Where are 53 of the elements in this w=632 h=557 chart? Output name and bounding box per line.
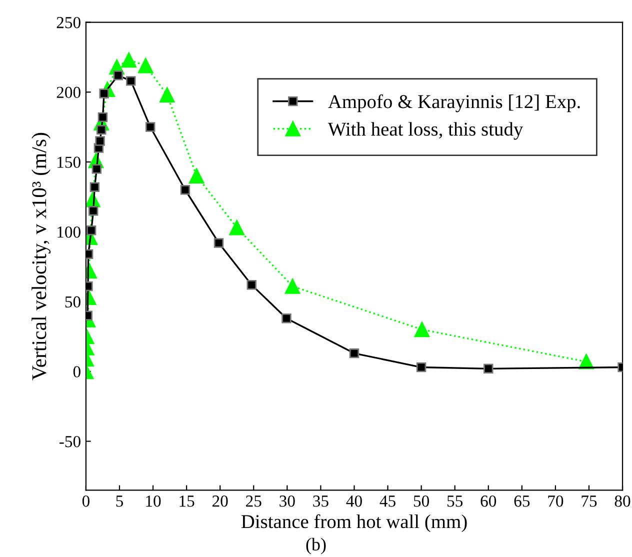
y-tick-label: 150: [58, 156, 80, 168]
x-tick-label: 70: [548, 496, 564, 507]
x-tick-label: 40: [346, 496, 362, 507]
legend-label: With heat loss, this study: [328, 122, 524, 140]
x-tick-label: 55: [447, 496, 463, 507]
point: [484, 364, 494, 374]
point: [214, 238, 224, 248]
point: [282, 314, 292, 324]
y-tick-label: 200: [56, 86, 80, 98]
point: [86, 226, 96, 236]
point: [145, 122, 156, 132]
point: [92, 164, 102, 174]
point: [188, 168, 204, 184]
point: [113, 70, 124, 80]
point: [229, 220, 244, 236]
point: [414, 322, 430, 338]
x-tick-label: 15: [180, 496, 194, 507]
text: (b): [306, 538, 326, 554]
point: [246, 280, 256, 290]
x-axis-title: Distance from hot wall (mm): [241, 514, 467, 532]
x-tick-label: 30: [280, 496, 295, 507]
x-tick-label: 45: [380, 496, 396, 507]
point: [88, 206, 98, 216]
point: [138, 58, 154, 74]
point: [126, 76, 136, 86]
x-tick-label: 65: [514, 496, 530, 507]
y-tick-label: 0: [73, 366, 80, 378]
point: [96, 124, 106, 135]
x-tick-label: 50: [414, 496, 430, 507]
x-tick-label: 25: [246, 496, 262, 507]
y-tick-label: 250: [56, 16, 80, 28]
x-tick-label: 75: [582, 496, 597, 507]
y-tick-label: -50: [59, 436, 80, 448]
x-tick-label: 5: [116, 496, 124, 507]
point: [180, 185, 190, 195]
y-tick-label: 50: [65, 296, 80, 308]
point: [90, 182, 100, 192]
x-tick-label: 80: [614, 496, 630, 507]
y-tick-label: 100: [58, 226, 80, 238]
point: [284, 278, 300, 294]
x-tick-label: 35: [313, 496, 328, 507]
point: [121, 52, 137, 68]
legend-label: Ampofo & Karayinnis [12] Exp.: [328, 94, 580, 112]
point: [98, 112, 108, 122]
point: [95, 136, 105, 146]
point: [416, 362, 426, 372]
x-tick-label: 60: [480, 496, 496, 507]
y-axis-title: Vertical velocity, v x10³ (m/s): [32, 132, 51, 380]
x-tick-label: 0: [82, 496, 90, 507]
point: [159, 87, 175, 103]
x-tick-label: 20: [212, 496, 228, 507]
x-tick-label: 10: [146, 496, 161, 507]
point: [349, 348, 360, 358]
